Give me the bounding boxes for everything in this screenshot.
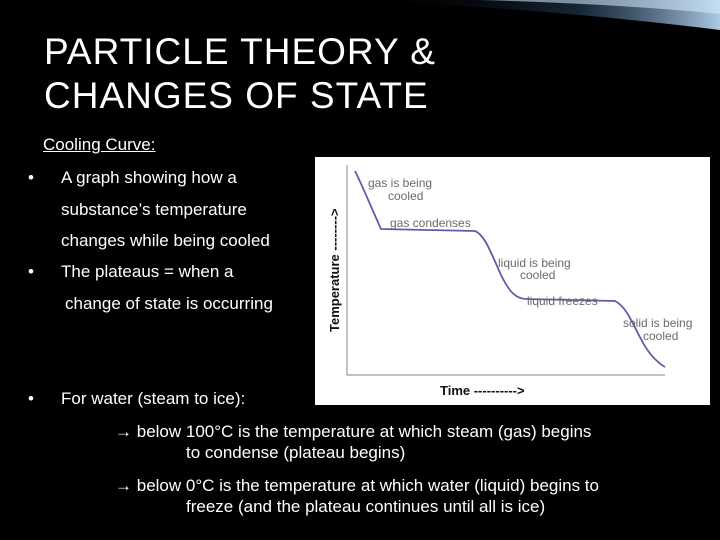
cooling-curve-heading: Cooling Curve: — [43, 135, 156, 154]
arrow-icon: → — [115, 422, 132, 441]
annotation-gas-condenses: gas condenses — [390, 216, 471, 230]
bullet-2-line-1: The plateaus = when a — [61, 262, 234, 281]
decorative-light-streak — [0, 0, 720, 40]
annotation-gas-cooled-2: cooled — [388, 189, 423, 203]
bullet-glyph: • — [28, 262, 34, 281]
annotation-solid-cooled-2: cooled — [643, 329, 678, 343]
slide-title-line-2: CHANGES OF STATE — [44, 75, 429, 116]
x-axis-label: Time ----------> — [440, 383, 525, 398]
bullet-1: • A graph showing how a — [28, 168, 237, 188]
arrow-point-2-line-2: freeze (and the plateau continues until … — [186, 497, 546, 516]
bullet-3-text: For water (steam to ice): — [61, 389, 246, 408]
y-axis-label: Temperature --------> — [327, 208, 342, 332]
arrow-point-2: → below 0°C is the temperature at which … — [115, 475, 715, 517]
annotation-solid-cooled-1: solid is being — [623, 316, 692, 330]
light-streak-graphic — [360, 0, 720, 30]
cooling-curve-line — [354, 170, 666, 368]
bullet-1-line-1: A graph showing how a — [61, 168, 237, 187]
bullet-2-line-2: change of state is occurring — [65, 294, 273, 313]
slide-title: PARTICLE THEORY & CHANGES OF STATE — [44, 30, 684, 118]
annotation-liquid-cooled-1: liquid is being — [498, 256, 571, 270]
cooling-curve-svg: Time ----------> Temperature --------> g… — [327, 165, 692, 398]
bullet-2: • The plateaus = when a — [28, 262, 233, 282]
annotation-liquid-freezes: liquid freezes — [527, 294, 598, 308]
annotation-liquid-cooled-2: cooled — [520, 268, 555, 282]
annotation-gas-cooled-1: gas is being — [368, 176, 432, 190]
bullet-3: • For water (steam to ice): — [28, 389, 245, 409]
cooling-curve-chart: Time ----------> Temperature --------> g… — [315, 157, 710, 405]
arrow-point-1-line-2: to condense (plateau begins) — [186, 443, 406, 462]
arrow-icon: → — [115, 476, 132, 495]
bullet-1-line-3: changes while being cooled — [61, 231, 270, 250]
arrow-point-2-line-1: below 0°C is the temperature at which wa… — [136, 476, 599, 495]
arrow-point-1: → below 100°C is the temperature at whic… — [115, 421, 705, 463]
bullet-glyph: • — [28, 389, 34, 408]
slide-title-line-1: PARTICLE THEORY & — [44, 31, 436, 72]
bullet-glyph: • — [28, 168, 34, 187]
bullet-1-line-2: substance’s temperature — [61, 200, 247, 219]
arrow-point-1-line-1: below 100°C is the temperature at which … — [136, 422, 592, 441]
